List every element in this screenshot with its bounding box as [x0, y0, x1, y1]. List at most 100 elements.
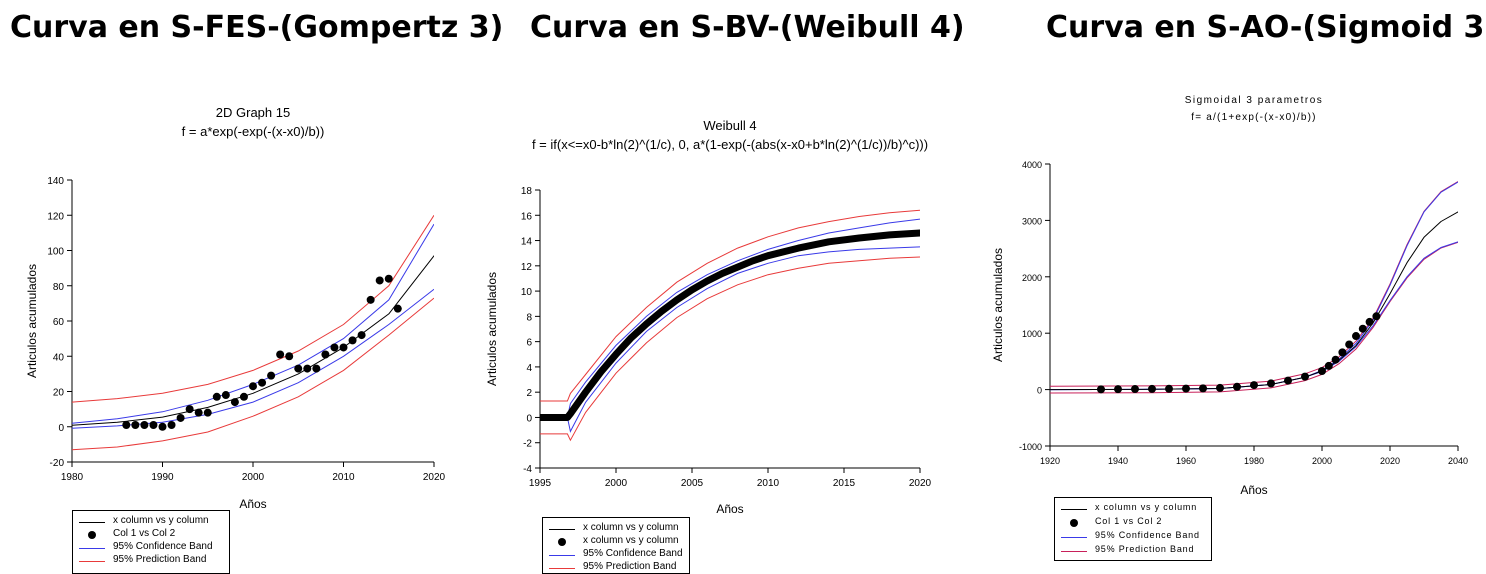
- x-tick-label: 2000: [242, 472, 265, 483]
- legend-dot-symbol: [88, 530, 96, 539]
- x-tick-label: 1980: [61, 472, 84, 483]
- y-tick-label: 0: [526, 413, 532, 424]
- legend-entry: x column vs y column: [543, 535, 689, 548]
- legend-line-symbol: [79, 521, 105, 523]
- legend-label: 95% Prediction Band: [1095, 544, 1195, 554]
- x-axis-label: Años: [716, 502, 743, 516]
- y-tick-label: 8: [526, 312, 532, 323]
- data-point: [339, 343, 348, 352]
- y-tick-label: 6: [526, 338, 532, 349]
- data-point: [312, 364, 321, 373]
- chart-legend: x column vs y column x column vs y column…: [542, 517, 690, 574]
- confidence-band-lower: [540, 246, 920, 433]
- data-point: [1318, 366, 1326, 375]
- x-tick-label: 2000: [1312, 456, 1332, 466]
- y-tick-label: 2000: [1022, 273, 1042, 283]
- x-tick-label: 2005: [681, 478, 704, 489]
- data-point: [357, 331, 366, 340]
- x-tick-label: 2010: [757, 478, 780, 489]
- heading-sigmoid: Curva en S-AO-(Sigmoid 3): [1046, 10, 1486, 45]
- y-axis-label: Articulos acumulados: [991, 248, 1005, 362]
- data-point: [1284, 376, 1292, 385]
- data-point: [1324, 361, 1333, 370]
- data-point: [1165, 384, 1173, 393]
- legend-label: 95% Confidence Band: [1095, 530, 1200, 540]
- y-tick-label: 1000: [1022, 329, 1042, 339]
- legend-entry: 95% Prediction Band: [543, 561, 689, 573]
- x-axis-label: Años: [239, 497, 266, 511]
- data-point: [203, 408, 212, 417]
- data-point: [1233, 382, 1241, 391]
- y-tick-label: 0: [1037, 386, 1042, 396]
- legend-entry: x column vs y column: [1055, 502, 1211, 516]
- data-point: [194, 408, 203, 417]
- legend-label: Col 1 vs Col 2: [1095, 516, 1163, 526]
- data-point: [221, 391, 230, 400]
- legend-entry: x column vs y column: [73, 515, 229, 528]
- legend-label: 95% Prediction Band: [113, 554, 207, 565]
- y-tick-label: -20: [50, 458, 65, 469]
- y-tick-label: -4: [523, 464, 532, 475]
- prediction-band-lower: [540, 256, 920, 442]
- data-point: [1199, 384, 1207, 393]
- data-point: [1182, 384, 1190, 393]
- plot-area: [540, 209, 920, 442]
- prediction-band-lower: [1050, 241, 1458, 394]
- y-tick-label: 20: [53, 388, 65, 399]
- data-point: [303, 364, 312, 373]
- fit-line: [540, 229, 920, 421]
- confidence-band-upper: [1050, 181, 1458, 391]
- legend-entry: 95% Prediction Band: [73, 554, 229, 567]
- chart-2: Weibull 4 f = if(x<=x0-b*ln(2)^(1/c), 0, …: [485, 118, 932, 516]
- y-tick-label: 10: [521, 287, 533, 298]
- legend-label: x column vs y column: [583, 535, 679, 546]
- x-tick-label: 2010: [332, 472, 355, 483]
- data-point: [131, 420, 140, 429]
- data-point: [258, 378, 267, 387]
- data-point: [239, 392, 248, 401]
- x-tick-label: 2000: [605, 478, 628, 489]
- x-tick-label: 1990: [151, 472, 174, 483]
- y-tick-label: 16: [521, 211, 533, 222]
- legend-entry: x column vs y column: [543, 522, 689, 535]
- legend-line-symbol: [549, 567, 575, 569]
- x-tick-label: 2020: [423, 472, 446, 483]
- x-tick-label: 2015: [833, 478, 856, 489]
- data-point: [384, 274, 393, 283]
- data-point: [321, 350, 330, 359]
- data-point: [285, 352, 294, 361]
- chart-legend: x column vs y column Col 1 vs Col 2 95% Co…: [1054, 497, 1212, 561]
- x-tick-label: 1995: [529, 478, 552, 489]
- data-point: [366, 295, 375, 304]
- x-tick-label: 1980: [1244, 456, 1264, 466]
- chart-title: Sigmoidal 3 parametros: [1185, 95, 1324, 106]
- y-axis-label: Articulos acumulados: [25, 264, 39, 378]
- data-point: [1097, 385, 1105, 394]
- prediction-band-upper: [1050, 181, 1458, 387]
- legend-line-symbol: [1061, 537, 1087, 538]
- legend-line-symbol: [549, 528, 575, 530]
- data-point: [1148, 384, 1156, 393]
- prediction-band-upper: [72, 215, 434, 403]
- x-axis-label: Años: [1240, 483, 1267, 497]
- y-tick-label: -2: [523, 439, 532, 450]
- confidence-band-lower: [1050, 241, 1458, 391]
- heading-gompertz: Curva en S-FES-(Gompertz 3): [10, 10, 504, 45]
- data-point: [1331, 355, 1340, 364]
- y-tick-label: 40: [53, 352, 65, 363]
- data-point: [185, 405, 194, 414]
- y-tick-label: 14: [521, 237, 533, 248]
- chart-legend: x column vs y column Col 1 vs Col 2 95% Co…: [72, 510, 230, 574]
- legend-entry: Col 1 vs Col 2: [73, 528, 229, 541]
- x-tick-label: 1920: [1040, 456, 1060, 466]
- y-tick-label: 3000: [1022, 216, 1042, 226]
- confidence-band-upper: [540, 218, 920, 418]
- chart-title: Weibull 4: [703, 118, 756, 133]
- chart-3: Sigmoidal 3 parametros f= a/(1+exp(-(x-x0…: [991, 95, 1468, 497]
- y-tick-label: 12: [521, 262, 533, 273]
- data-point: [230, 398, 239, 407]
- legend-label: 95% Confidence Band: [583, 548, 683, 559]
- legend-entry: 95% Prediction Band: [1055, 544, 1211, 558]
- chart-subtitle: f= a/(1+exp(-(x-x0)/b)): [1191, 112, 1316, 123]
